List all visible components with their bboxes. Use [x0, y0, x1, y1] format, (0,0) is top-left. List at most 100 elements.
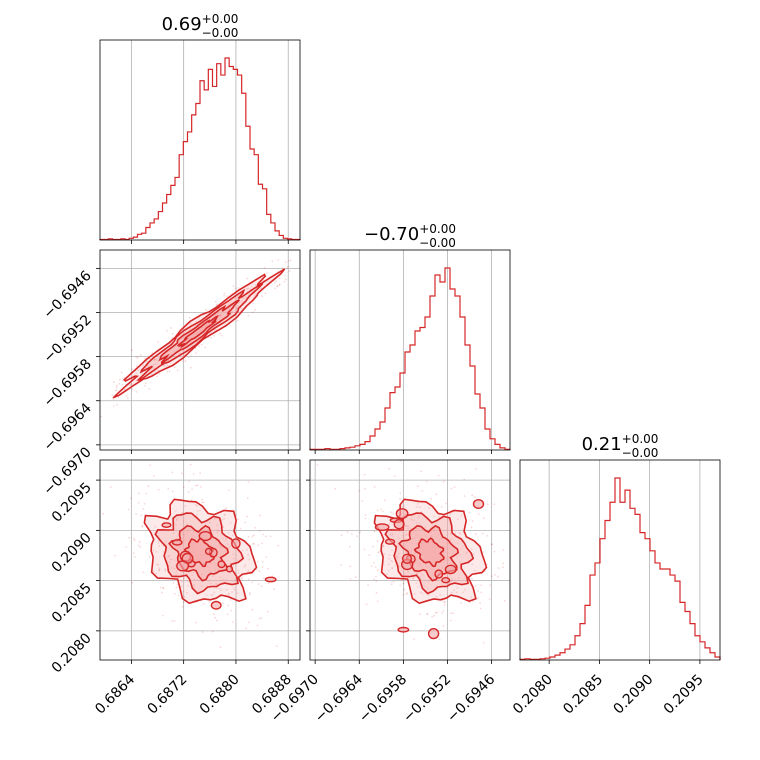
- sample-point: [167, 488, 170, 490]
- sample-point: [254, 526, 256, 529]
- sample-point: [193, 583, 196, 586]
- sample-point: [183, 577, 186, 580]
- sample-point: [393, 475, 396, 477]
- y-tick-label: 0.2085: [49, 580, 95, 626]
- sample-point: [213, 329, 216, 332]
- sample-point: [130, 349, 133, 352]
- sample-point: [456, 586, 459, 589]
- sample-point: [233, 311, 236, 314]
- sample-point: [460, 602, 462, 604]
- sample-point: [389, 533, 392, 536]
- sample-point: [468, 511, 470, 514]
- sample-point: [398, 537, 400, 540]
- sample-point: [137, 369, 140, 372]
- sample-point: [376, 540, 379, 543]
- sample-point: [171, 620, 174, 622]
- sample-point: [511, 579, 513, 581]
- sample-point: [173, 567, 176, 570]
- sample-point: [405, 593, 408, 596]
- sample-point: [248, 558, 251, 561]
- sample-point: [367, 584, 369, 587]
- sample-point: [364, 517, 367, 520]
- sample-point: [209, 582, 212, 585]
- y-tick-label: 0.2090: [49, 530, 95, 576]
- sample-point: [144, 385, 146, 387]
- sample-point: [457, 542, 459, 545]
- sample-point: [288, 270, 291, 272]
- contour-island: [264, 576, 277, 583]
- sample-point: [405, 551, 407, 553]
- sample-point: [113, 381, 115, 383]
- y-tick-label: 0.2080: [49, 630, 95, 676]
- sample-point: [486, 503, 489, 506]
- y-tick-label: −0.6946: [41, 268, 95, 322]
- sample-point: [144, 492, 147, 495]
- contour-island: [198, 530, 213, 542]
- sample-point: [169, 561, 172, 564]
- sample-point: [88, 423, 90, 425]
- sample-point: [307, 245, 309, 247]
- sample-point: [138, 540, 141, 543]
- sample-point: [276, 285, 279, 288]
- sample-point: [349, 565, 352, 568]
- sample-point: [175, 570, 178, 573]
- sample-point: [459, 533, 462, 535]
- sample-point: [239, 527, 242, 530]
- hist-panel-2: [309, 249, 511, 454]
- sample-point: [273, 588, 275, 591]
- sample-point: [102, 512, 105, 515]
- sample-point: [225, 537, 227, 540]
- sample-point: [450, 579, 453, 582]
- sample-point: [156, 375, 158, 378]
- sample-point: [358, 489, 361, 492]
- sample-point: [162, 586, 164, 589]
- sample-point: [238, 301, 241, 304]
- sample-point: [441, 612, 443, 614]
- sample-point: [256, 561, 259, 563]
- sample-point: [394, 564, 397, 567]
- sample-point: [416, 505, 418, 508]
- sample-point: [370, 565, 373, 567]
- sample-point: [261, 560, 264, 563]
- sample-point: [192, 571, 195, 574]
- sample-point: [223, 292, 226, 295]
- sample-point: [245, 288, 248, 290]
- sample-point: [219, 576, 222, 579]
- sample-point: [228, 593, 230, 595]
- sample-point: [174, 564, 177, 567]
- sample-point: [208, 579, 211, 582]
- sample-point: [227, 604, 230, 607]
- sample-point: [429, 497, 432, 500]
- sample-point: [434, 611, 437, 614]
- sample-point: [473, 569, 476, 572]
- sample-point: [224, 579, 227, 581]
- title-value: −0.70: [364, 224, 419, 245]
- sample-point: [391, 567, 394, 569]
- panel-title-1: 0.69+0.00 −0.00: [162, 12, 239, 40]
- sample-point: [194, 503, 197, 506]
- sample-point: [400, 579, 403, 581]
- sample-point: [417, 516, 420, 519]
- sample-point: [461, 545, 464, 548]
- sample-point: [258, 570, 261, 573]
- sample-point: [204, 346, 207, 349]
- sample-point: [274, 287, 276, 290]
- sample-point: [236, 307, 238, 310]
- sample-point: [223, 517, 226, 520]
- panel-frame: [519, 459, 721, 661]
- sample-point: [376, 600, 379, 603]
- sample-point: [215, 582, 218, 585]
- sample-point: [150, 373, 153, 376]
- sample-point: [170, 327, 172, 329]
- sample-point: [216, 303, 219, 306]
- sample-point: [253, 534, 255, 537]
- panel-frame: [99, 459, 301, 661]
- sample-point: [233, 580, 236, 582]
- title-plus: +0.00: [202, 12, 239, 26]
- sample-point: [391, 534, 393, 537]
- sample-point: [148, 555, 151, 558]
- hist-panel-3: [519, 459, 721, 661]
- sample-point: [154, 370, 157, 373]
- sample-point: [116, 403, 118, 406]
- sample-point: [402, 536, 405, 539]
